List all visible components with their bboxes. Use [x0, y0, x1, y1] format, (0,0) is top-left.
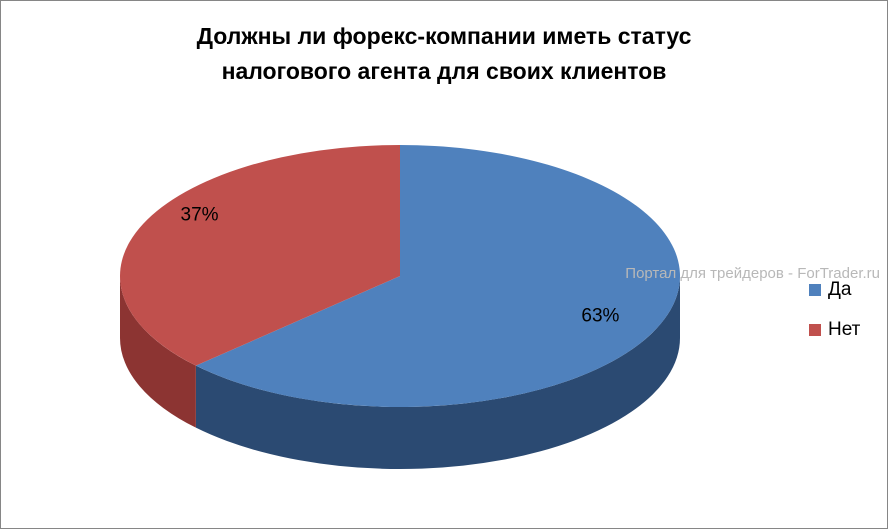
slice-side	[120, 276, 196, 428]
pie-slice	[120, 145, 401, 366]
legend-swatch	[809, 324, 821, 336]
data-label: 63%	[581, 306, 619, 327]
chart-title: налогового агента для своих клиентов	[222, 58, 667, 84]
legend-label: Да	[828, 279, 852, 300]
chart-title: Должны ли форекс-компании иметь статус	[197, 23, 692, 49]
slice-side	[195, 276, 680, 469]
legend-label: Нет	[828, 319, 861, 340]
pie-slice	[195, 145, 680, 407]
legend-swatch	[809, 284, 821, 296]
data-label: 37%	[181, 204, 219, 225]
watermark: Портал для трейдеров - ForTrader.ru	[625, 265, 880, 282]
